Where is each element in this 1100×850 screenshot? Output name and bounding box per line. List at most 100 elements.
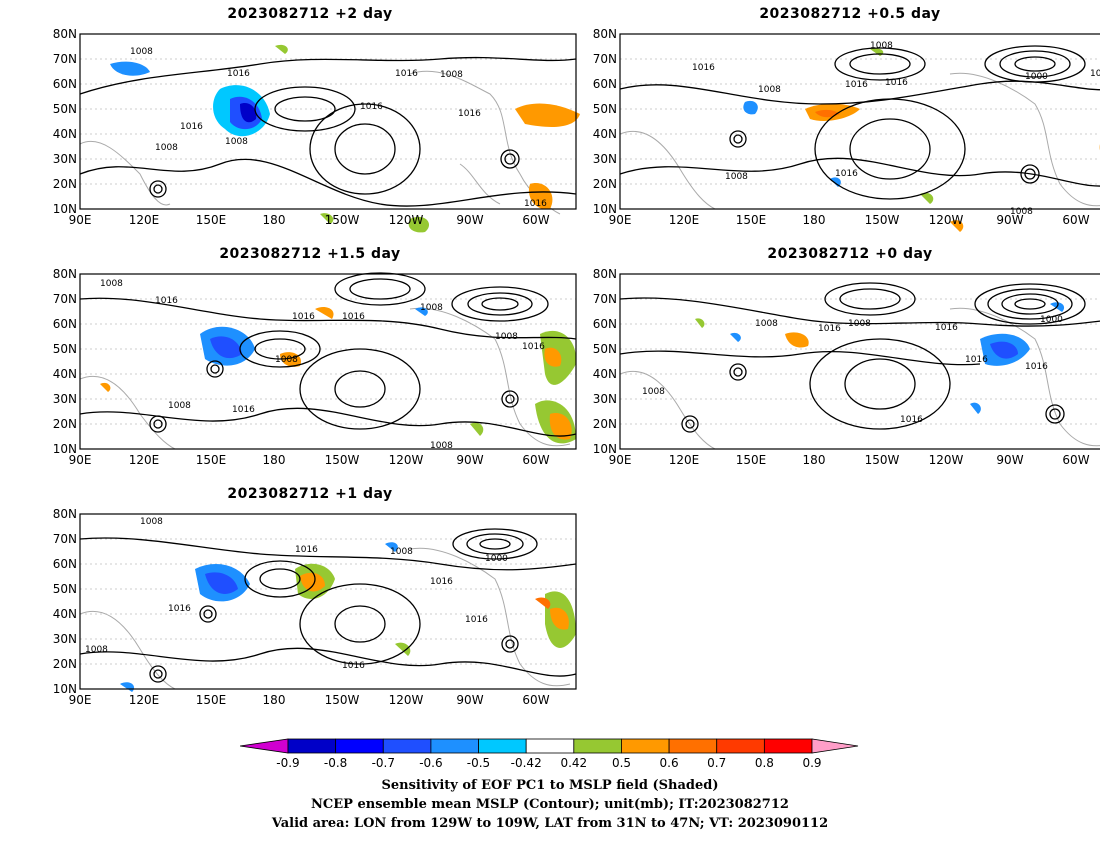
svg-text:1000: 1000 xyxy=(485,554,508,564)
shading xyxy=(695,302,1065,414)
svg-text:60W: 60W xyxy=(522,213,549,227)
panel-title: 2023082712 +1 day xyxy=(227,486,393,502)
isobars xyxy=(619,45,1100,200)
svg-text:80N: 80N xyxy=(53,27,77,41)
svg-text:40N: 40N xyxy=(593,367,617,381)
svg-text:1008: 1008 xyxy=(755,319,778,329)
shading xyxy=(110,44,580,233)
map-frame xyxy=(79,513,577,690)
panel-title: 2023082712 +2 day xyxy=(227,6,393,22)
lat-tick-labels: 10N 20N 30N 40N 50N 60N 70N 80N xyxy=(593,27,617,216)
colorbar-box xyxy=(430,738,479,754)
isobars xyxy=(79,528,577,683)
svg-text:40N: 40N xyxy=(53,127,77,141)
svg-text:70N: 70N xyxy=(53,292,77,306)
svg-text:1016: 1016 xyxy=(522,342,545,352)
svg-text:1016: 1016 xyxy=(180,122,203,132)
colorbar-under-arrow xyxy=(240,738,289,754)
map-plot: 1008 1016 1016 1016 1016 1008 1008 1008 … xyxy=(53,27,580,233)
svg-text:60N: 60N xyxy=(53,317,77,331)
svg-text:1016: 1016 xyxy=(342,312,365,322)
svg-text:1008: 1008 xyxy=(168,401,191,411)
svg-text:1016: 1016 xyxy=(818,324,841,334)
colorbar: -0.9 -0.8 -0.7 -0.6 -0.5 -0.42 0.42 0.5 … xyxy=(240,738,859,770)
svg-text:1000: 1000 xyxy=(1025,72,1048,82)
svg-text:150E: 150E xyxy=(196,453,227,467)
map-frame xyxy=(619,273,1100,450)
svg-text:1016: 1016 xyxy=(935,323,958,333)
svg-text:80N: 80N xyxy=(593,267,617,281)
svg-text:120E: 120E xyxy=(669,213,700,227)
svg-text:90E: 90E xyxy=(609,453,632,467)
svg-text:1008: 1008 xyxy=(140,517,163,527)
svg-text:150W: 150W xyxy=(325,453,360,467)
svg-text:180: 180 xyxy=(803,453,826,467)
svg-text:30N: 30N xyxy=(593,152,617,166)
map-plot: 1008 1016 1008 1016 1000 1016 1016 1008 … xyxy=(593,267,1100,467)
svg-text:150E: 150E xyxy=(736,453,767,467)
coastlines xyxy=(79,307,571,450)
svg-text:1016: 1016 xyxy=(845,80,868,90)
svg-text:70N: 70N xyxy=(593,52,617,66)
svg-text:1016: 1016 xyxy=(232,405,255,415)
panel-title: 2023082712 +0.5 day xyxy=(759,6,941,22)
svg-text:120W: 120W xyxy=(389,453,424,467)
svg-text:1016: 1016 xyxy=(1025,362,1048,372)
svg-text:50N: 50N xyxy=(593,342,617,356)
svg-text:1008: 1008 xyxy=(275,355,298,365)
colorbar-tick: -0.9 xyxy=(276,756,299,770)
svg-text:60W: 60W xyxy=(1062,453,1089,467)
lon-tick-labels: 90E 120E 150E 180 150W 120W 90W 60W xyxy=(69,213,550,227)
svg-text:20N: 20N xyxy=(593,177,617,191)
svg-text:1016: 1016 xyxy=(295,545,318,555)
caption-line-2: NCEP ensemble mean MSLP (Contour); unit(… xyxy=(311,797,789,812)
panel-title: 2023082712 +0 day xyxy=(767,246,933,262)
svg-text:40N: 40N xyxy=(53,367,77,381)
svg-text:10N: 10N xyxy=(53,202,77,216)
svg-text:1016: 1016 xyxy=(965,355,988,365)
isobars xyxy=(79,272,577,437)
svg-text:1016: 1016 xyxy=(1090,69,1100,79)
colorbar-tick: 0.8 xyxy=(755,756,774,770)
map-frame xyxy=(79,33,577,210)
coastlines xyxy=(79,547,571,690)
lon-tick-labels: 90E 120E 150E 180 150W 120W 90W 60W xyxy=(609,453,1090,467)
colorbar-box xyxy=(287,738,337,754)
shading xyxy=(100,307,577,444)
svg-text:1016: 1016 xyxy=(342,661,365,671)
lat-tick-labels: 10N 20N 30N 40N 50N 60N 70N 80N xyxy=(593,267,617,456)
svg-text:1016: 1016 xyxy=(360,102,383,112)
svg-text:1008: 1008 xyxy=(848,319,871,329)
svg-text:1016: 1016 xyxy=(692,63,715,73)
svg-text:1008: 1008 xyxy=(130,47,153,57)
svg-text:180: 180 xyxy=(263,453,286,467)
svg-text:90W: 90W xyxy=(996,453,1023,467)
colorbar-tick: 0.9 xyxy=(802,756,821,770)
svg-text:90E: 90E xyxy=(69,693,92,707)
svg-text:1008: 1008 xyxy=(155,143,178,153)
colorbar-tick: 0.5 xyxy=(612,756,631,770)
svg-text:1016: 1016 xyxy=(227,69,250,79)
svg-text:90E: 90E xyxy=(69,213,92,227)
svg-text:90E: 90E xyxy=(609,213,632,227)
coastlines xyxy=(619,72,1100,210)
svg-text:1008: 1008 xyxy=(390,547,413,557)
svg-text:1008: 1008 xyxy=(495,332,518,342)
svg-text:30N: 30N xyxy=(53,152,77,166)
svg-text:180: 180 xyxy=(263,213,286,227)
svg-text:180: 180 xyxy=(803,213,826,227)
isobars xyxy=(619,282,1100,433)
svg-text:20N: 20N xyxy=(53,417,77,431)
svg-text:1008: 1008 xyxy=(1010,207,1033,217)
svg-text:70N: 70N xyxy=(53,52,77,66)
colorbar-box xyxy=(716,738,765,754)
svg-text:10N: 10N xyxy=(53,442,77,456)
svg-text:1008: 1008 xyxy=(420,303,443,313)
svg-text:60N: 60N xyxy=(53,77,77,91)
svg-text:40N: 40N xyxy=(53,607,77,621)
contour-labels: 1008 1016 1008 1016 1000 1016 1016 1008 … xyxy=(642,315,1063,425)
svg-text:1016: 1016 xyxy=(458,109,481,119)
contour-labels: 1008 1016 1016 1016 1016 1008 1008 1008 … xyxy=(130,47,547,209)
svg-text:150W: 150W xyxy=(865,213,900,227)
colorbar-box xyxy=(335,738,384,754)
